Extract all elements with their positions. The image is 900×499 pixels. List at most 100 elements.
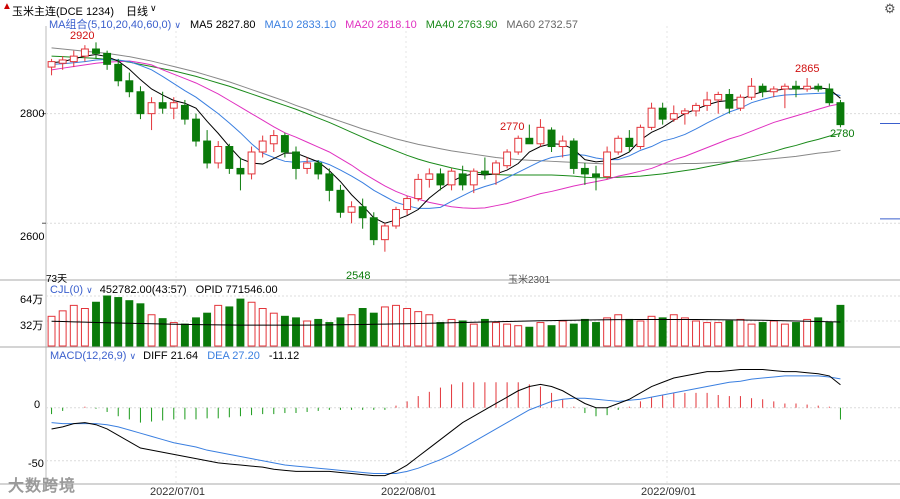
volume-bar [425,314,434,347]
annotation-2770: 2770 [500,121,525,133]
annotation-last-2780: 2780 [830,128,855,140]
volume-bar [614,314,623,347]
ma10-value: MA10 2833.10 [264,19,337,31]
candle-body [392,209,400,227]
volume-bar [103,295,112,347]
gear-icon[interactable]: ⚙ [884,1,896,16]
macd-legend: MACD(12,26,9) ∨ DIFF 21.64 DEA 27.20 -11… [50,350,299,362]
volume-bar [469,323,478,347]
volume-bar [447,318,456,347]
candle-body [747,85,756,98]
volume-bar [303,320,312,347]
volume-bar [758,322,767,347]
volume-bar [458,320,467,347]
volume-title[interactable]: CJL(0) [50,284,84,296]
candle-body [69,55,78,63]
volume-bar [214,304,223,347]
candle-body [336,189,345,213]
volume-bar [825,322,834,347]
volume-bar [580,318,589,347]
chevron-down-icon[interactable]: ∨ [86,285,93,295]
up-down-icon[interactable]: ▲ [2,1,12,12]
volume-bar [669,314,678,347]
candle-body [803,85,812,90]
vol-tick-32: 32万 [20,320,44,332]
chevron-down-icon[interactable]: ∨ [129,351,137,361]
candle-body [80,48,89,57]
chevron-down-icon[interactable]: ∨ [174,20,181,30]
volume-bar [536,322,545,347]
volume-bar [714,322,723,347]
candle-body [314,162,323,175]
candle-body [403,198,412,211]
ma5-line [51,53,841,224]
candle-body [369,217,378,241]
volume-bar [736,318,745,347]
volume-bar [347,314,356,347]
x-label-0801: 2022/08/01 [381,486,437,498]
opi-line [51,318,841,326]
candle-body [47,61,56,68]
period-label[interactable]: 日线 [126,6,148,18]
candle-body [514,137,523,153]
volume-bar [603,317,612,347]
dea-value: DEA 27.20 [207,350,260,362]
candle-body [614,137,623,153]
candle-body [469,170,478,186]
candle-body [269,135,278,145]
volume-bar [336,317,345,347]
x-label-0901: 2022/09/01 [641,486,697,498]
candle-body [592,173,600,178]
candle-body [636,126,645,148]
candle-body [647,107,656,128]
volume-bar [136,303,145,347]
volume-bar [703,322,712,347]
ma10-line [51,58,841,209]
ma5-value: MA5 2827.80 [190,19,256,31]
candle-body [225,146,234,169]
candle-body [114,63,123,82]
annotation-high-2920: 2920 [70,30,95,42]
volume-bar [203,312,212,347]
volume-bar [414,311,423,347]
x-label-0701: 2022/07/01 [150,486,206,498]
ma-group-label[interactable]: MA组合(5,10,20,40,60,0) [49,19,172,31]
candle-body [458,173,467,186]
chevron-down-icon[interactable]: ∨ [150,3,157,13]
macd-title[interactable]: MACD(12,26,9) [50,350,127,362]
volume-bar [258,308,267,347]
candle-body [258,140,267,153]
candle-body [192,118,200,142]
candle-body [825,88,834,104]
volume-bar [192,317,200,347]
watermark: 大数跨境 [8,476,77,495]
candle-body [580,167,589,175]
candle-body [214,146,223,164]
volume-bar [325,322,334,347]
volume-bar [780,323,789,347]
volume-bar [569,323,578,347]
diff-line [51,369,841,477]
candle-body [814,85,823,90]
annotation-high-2865: 2865 [795,63,820,75]
candle-body [536,126,545,145]
dea-line [51,375,841,475]
candle-body [503,151,512,167]
ma20-line [51,60,841,209]
candle-body [758,85,767,93]
y-tick-2800: 2800 [20,108,45,120]
volume-bar [403,308,412,347]
y-tick-2600: 2600 [20,231,45,243]
candle-body [147,102,156,115]
volume-bar [269,312,278,347]
volume-bar [247,301,256,347]
candle-body [347,206,356,213]
volume-bar [547,325,556,347]
opi-value: OPID 771546.00 [195,284,278,296]
volume-bar [792,322,800,347]
chart-header: ▲ 玉米主连(DCE 1234) 日线 ∨ ⚙ [0,0,900,18]
volume-bar [769,320,778,347]
candle-body [158,102,167,109]
symbol-label[interactable]: 玉米主连(DCE 1234) [12,6,115,18]
